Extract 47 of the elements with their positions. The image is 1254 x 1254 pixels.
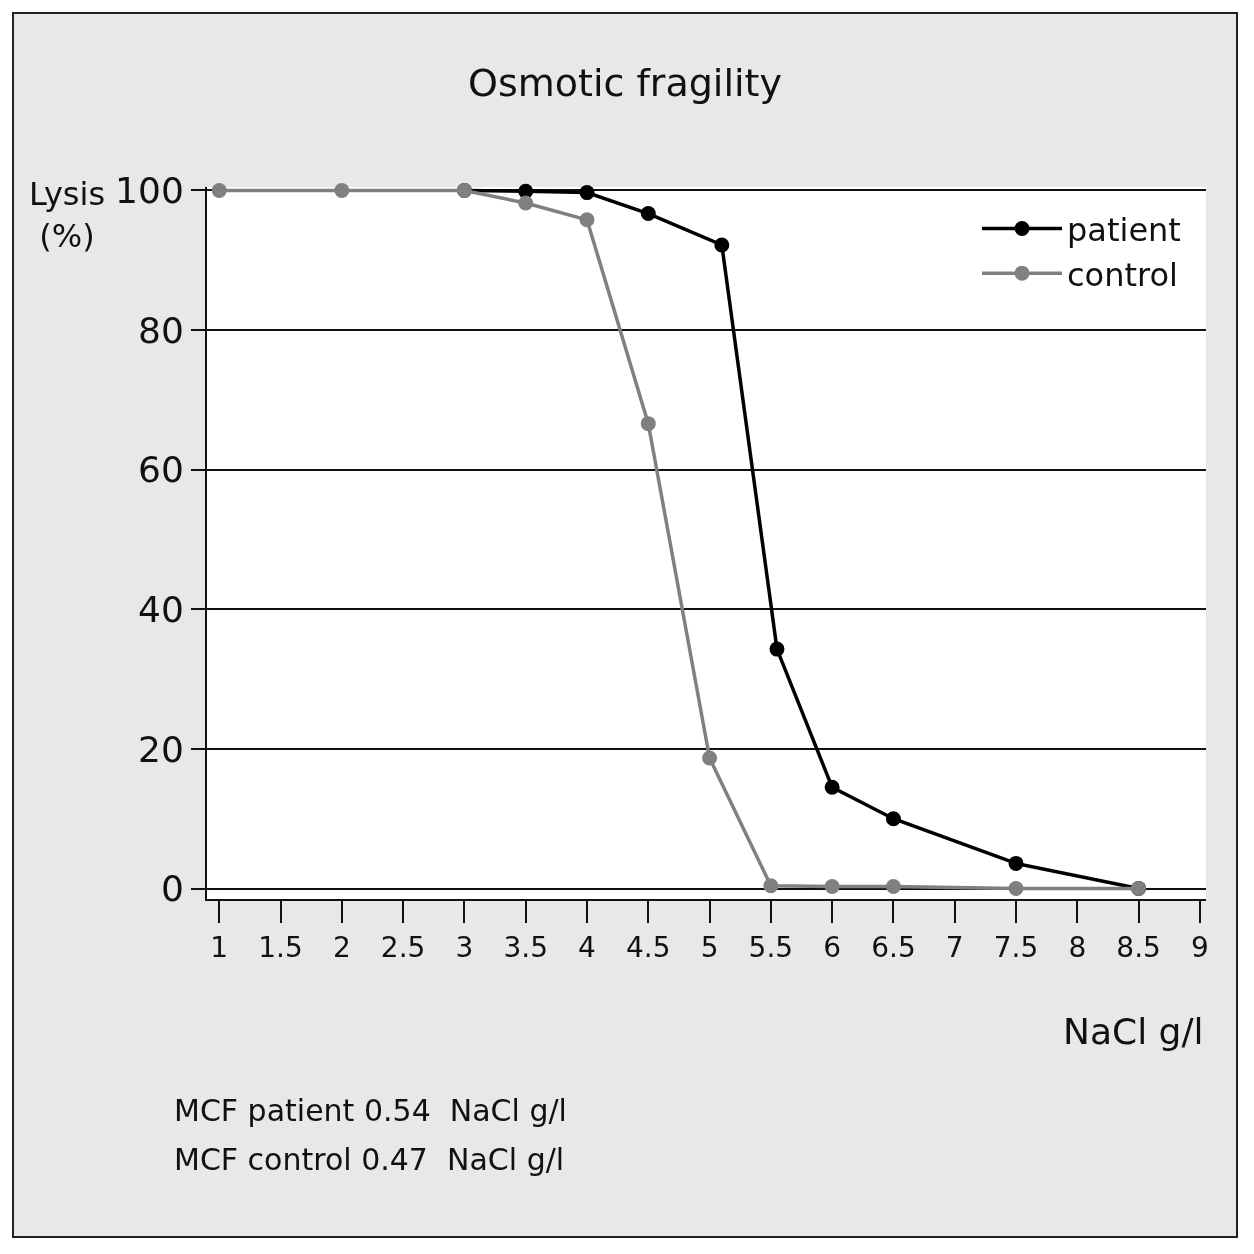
point — [640, 416, 656, 432]
x-tick-label: 3 — [455, 930, 474, 964]
y-tick-label: 60 — [137, 449, 184, 491]
point — [885, 878, 901, 894]
y-tick-label: 100 — [115, 170, 184, 212]
point — [640, 206, 656, 222]
x-tick-label: 4 — [578, 930, 596, 964]
point — [769, 641, 785, 657]
x-tick-label: 7 — [945, 930, 964, 964]
text: MCF control 0.47 NaCl g/l — [174, 1142, 565, 1177]
y-axis-title: Lysis (%) — [29, 175, 106, 255]
y-tick-label: 20 — [137, 728, 184, 770]
point — [211, 182, 227, 198]
x-tick-label: 6.5 — [871, 930, 916, 964]
point — [702, 750, 718, 766]
point — [1008, 881, 1024, 897]
x-tick-label: 5 — [700, 930, 719, 964]
x-tick-label: 7.5 — [993, 930, 1039, 964]
y-tick-label: 40 — [137, 588, 184, 630]
legend-label: patient — [1067, 211, 1181, 250]
x-tick-label: 8 — [1068, 930, 1087, 964]
text: MCF patient 0.54 NaCl g/l — [174, 1093, 567, 1128]
point — [1008, 855, 1024, 871]
x-tick-label: 3.5 — [503, 930, 548, 964]
y-tick-label: 0 — [160, 868, 184, 910]
x-tick-label: 2.5 — [380, 930, 426, 964]
point — [579, 185, 595, 201]
point — [518, 195, 534, 211]
x-tick-label: 1 — [210, 930, 229, 964]
point — [334, 182, 350, 198]
x-tick-label: 5.5 — [748, 930, 794, 964]
x-tick-label: 8.5 — [1116, 930, 1161, 964]
y-tick-label: 80 — [137, 309, 184, 351]
x-tick-label: 4.5 — [626, 930, 671, 964]
x-tick-label: 6 — [823, 930, 842, 964]
x-axis-title: NaCl g/l — [1063, 1011, 1204, 1052]
x-tick-label: 9 — [1190, 930, 1209, 964]
point — [885, 811, 901, 827]
point — [824, 779, 840, 795]
x-tick-label: 1.5 — [258, 930, 303, 964]
chart-title: Osmotic fragility — [468, 60, 782, 105]
point — [763, 878, 779, 894]
point — [579, 212, 595, 228]
x-tick-label: 2 — [332, 930, 351, 964]
point — [824, 878, 840, 894]
point — [714, 237, 730, 253]
legend-label: control — [1067, 255, 1178, 294]
